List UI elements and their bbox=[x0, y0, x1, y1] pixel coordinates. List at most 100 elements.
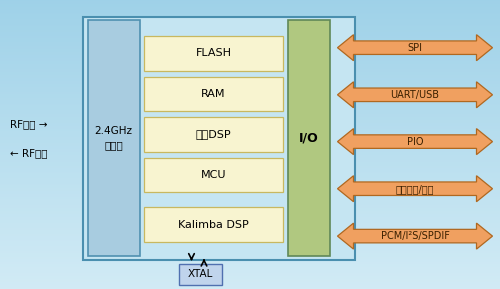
Bar bbox=[0, 234, 500, 236]
Bar bbox=[0, 228, 500, 230]
Text: PCM/I²S/SPDIF: PCM/I²S/SPDIF bbox=[380, 231, 450, 241]
Bar bbox=[0, 233, 500, 234]
Bar bbox=[0, 212, 500, 214]
Bar bbox=[0, 77, 500, 78]
Bar bbox=[0, 107, 500, 108]
Text: XTAL: XTAL bbox=[188, 269, 213, 279]
Bar bbox=[0, 139, 500, 140]
Bar bbox=[0, 140, 500, 142]
Bar bbox=[0, 217, 500, 218]
Bar bbox=[0, 169, 500, 171]
Bar bbox=[0, 103, 500, 104]
Bar bbox=[0, 165, 500, 166]
Bar bbox=[0, 6, 500, 7]
Bar bbox=[0, 150, 500, 152]
Bar bbox=[0, 221, 500, 223]
Bar bbox=[0, 171, 500, 172]
Bar bbox=[0, 192, 500, 194]
Text: I/O: I/O bbox=[299, 131, 318, 144]
Bar bbox=[0, 123, 500, 124]
Bar bbox=[0, 74, 500, 75]
Bar bbox=[0, 272, 500, 273]
Bar bbox=[0, 285, 500, 286]
Bar bbox=[0, 23, 500, 25]
Bar bbox=[0, 133, 500, 134]
Bar bbox=[0, 129, 500, 130]
Text: RF输入 →: RF输入 → bbox=[10, 119, 48, 129]
Text: 音频输入/输出: 音频输入/输出 bbox=[396, 184, 434, 194]
Bar bbox=[0, 204, 500, 205]
Bar bbox=[0, 189, 500, 191]
Bar bbox=[0, 163, 500, 165]
Bar bbox=[0, 143, 500, 144]
Bar bbox=[0, 256, 500, 257]
Bar bbox=[0, 166, 500, 168]
Bar bbox=[0, 283, 500, 285]
Bar bbox=[0, 220, 500, 221]
Bar bbox=[0, 276, 500, 277]
Bar bbox=[0, 126, 500, 127]
Bar bbox=[0, 51, 500, 52]
Bar bbox=[0, 156, 500, 158]
Bar bbox=[0, 186, 500, 188]
Bar bbox=[0, 201, 500, 202]
Bar bbox=[0, 100, 500, 101]
Bar bbox=[0, 22, 500, 23]
Bar bbox=[0, 277, 500, 279]
Bar bbox=[0, 142, 500, 143]
Bar bbox=[0, 75, 500, 77]
Bar bbox=[0, 147, 500, 149]
Bar bbox=[0, 257, 500, 259]
Bar bbox=[0, 208, 500, 210]
Bar bbox=[0, 64, 500, 65]
Bar bbox=[0, 195, 500, 197]
Bar bbox=[0, 227, 500, 228]
Bar bbox=[0, 14, 500, 16]
Bar bbox=[0, 110, 500, 111]
Bar bbox=[0, 92, 500, 94]
Bar bbox=[0, 173, 500, 175]
Bar bbox=[0, 17, 500, 19]
Bar bbox=[0, 113, 500, 114]
Bar bbox=[0, 176, 500, 178]
Bar bbox=[0, 188, 500, 189]
Bar bbox=[0, 82, 500, 84]
Bar bbox=[0, 114, 500, 116]
Bar bbox=[0, 45, 500, 46]
Bar bbox=[0, 95, 500, 97]
Bar bbox=[0, 85, 500, 87]
Bar bbox=[0, 253, 500, 254]
Bar bbox=[0, 286, 500, 288]
FancyBboxPatch shape bbox=[88, 20, 140, 256]
Bar bbox=[0, 162, 500, 163]
Bar bbox=[0, 155, 500, 156]
Bar bbox=[0, 59, 500, 61]
Bar bbox=[0, 131, 500, 133]
Bar bbox=[0, 194, 500, 195]
Bar bbox=[0, 71, 500, 72]
Text: UART/USB: UART/USB bbox=[390, 90, 440, 100]
Bar bbox=[0, 4, 500, 6]
Polygon shape bbox=[338, 82, 492, 108]
Bar bbox=[0, 263, 500, 264]
Bar bbox=[0, 87, 500, 88]
Bar bbox=[0, 130, 500, 131]
Bar bbox=[0, 236, 500, 237]
Bar bbox=[0, 231, 500, 233]
Bar bbox=[0, 244, 500, 246]
Bar bbox=[0, 260, 500, 262]
Bar bbox=[0, 211, 500, 212]
Bar bbox=[0, 214, 500, 215]
Bar bbox=[0, 144, 500, 146]
Text: 2.4GHz
无线电: 2.4GHz 无线电 bbox=[94, 126, 133, 150]
Text: FLASH: FLASH bbox=[196, 49, 232, 58]
Bar bbox=[0, 243, 500, 244]
Bar bbox=[0, 215, 500, 217]
Bar bbox=[0, 224, 500, 225]
Bar bbox=[0, 282, 500, 283]
Bar bbox=[0, 241, 500, 243]
Bar bbox=[0, 191, 500, 192]
Polygon shape bbox=[338, 223, 492, 249]
Polygon shape bbox=[338, 176, 492, 202]
Bar bbox=[0, 49, 500, 51]
